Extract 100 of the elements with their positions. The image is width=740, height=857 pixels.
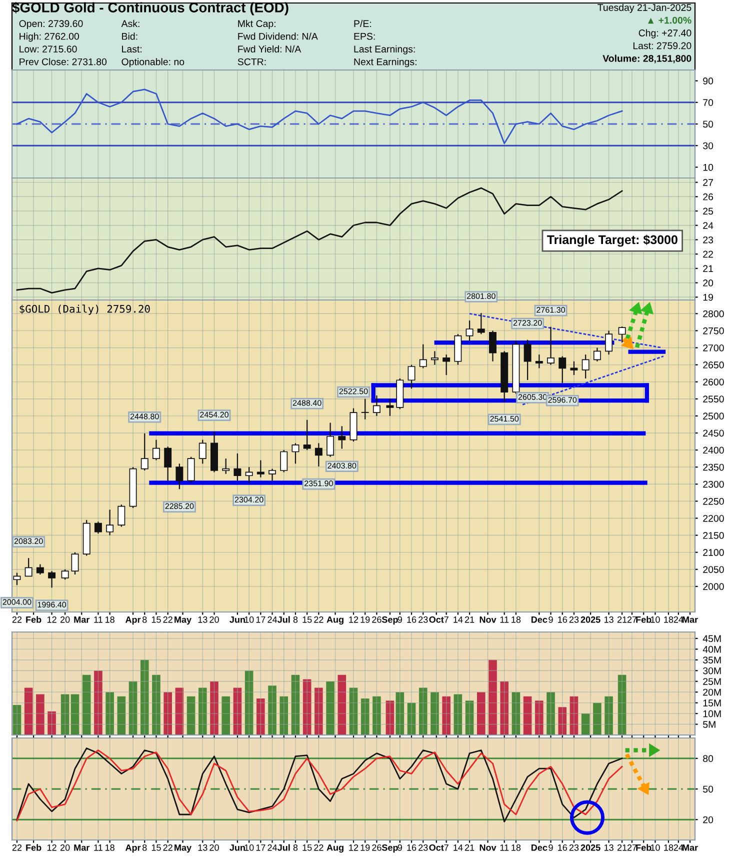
x-tick-label: 23 xyxy=(418,616,428,623)
x-tick-label: Feb xyxy=(636,616,652,623)
bar xyxy=(128,681,138,735)
bar xyxy=(210,681,218,735)
x-tick-label: Sep xyxy=(382,616,398,625)
candlestick xyxy=(48,570,56,588)
x-tick-label: 18 xyxy=(105,844,114,851)
annotation: 2801.80 xyxy=(466,293,496,299)
x-tick-label: Aug xyxy=(326,844,344,853)
bar xyxy=(106,692,114,735)
x-tick-label: Dec xyxy=(531,844,548,851)
candlestick xyxy=(386,398,394,416)
candlestick xyxy=(234,452,242,482)
x-tick-label: 22 xyxy=(12,616,22,623)
x-tick-label: 22 xyxy=(163,616,172,623)
y-tick-label: 20 xyxy=(703,280,714,286)
text: EPS: xyxy=(354,32,375,40)
bar xyxy=(48,711,56,735)
y-tick-label: 50 xyxy=(703,120,714,128)
x-tick-label: 2025 xyxy=(580,844,600,851)
bar xyxy=(94,670,102,735)
bar xyxy=(581,714,590,735)
x-tick-label: 22 xyxy=(314,616,324,623)
x-tick-label: Dec xyxy=(531,616,548,623)
candlestick xyxy=(547,326,555,366)
x-tick-label: 9 xyxy=(398,616,402,623)
x-tick-label: Jun xyxy=(230,844,245,851)
text: Ask: xyxy=(121,20,140,28)
x-tick-label: 15 xyxy=(152,616,161,623)
bar xyxy=(222,696,230,735)
bar xyxy=(558,707,567,735)
x-tick-label: Mar xyxy=(682,844,698,851)
candlestick xyxy=(268,468,276,482)
candlestick xyxy=(430,350,438,366)
x-tick-label: 16 xyxy=(407,616,416,623)
y-tick-label: 2050 xyxy=(703,566,724,573)
text: Fwd Yield: N/A xyxy=(238,45,302,53)
x-tick-label: 9 xyxy=(548,616,553,623)
candlestick xyxy=(140,432,148,472)
y-tick-label: 2350 xyxy=(703,464,724,471)
y-tick-label: 23 xyxy=(703,236,714,244)
bar xyxy=(12,704,22,735)
bar xyxy=(386,700,394,735)
annotation: 2488.40 xyxy=(292,400,322,406)
y-tick-label: 2200 xyxy=(703,514,724,522)
x-tick-label: 14 xyxy=(454,616,463,623)
x-tick-label: 16 xyxy=(558,616,568,623)
x-tick-label: 18 xyxy=(512,616,521,623)
x-tick-label: 18 xyxy=(512,844,521,851)
candlestick xyxy=(558,356,566,384)
x-tick-label: 24 xyxy=(268,616,278,623)
bar xyxy=(523,696,532,735)
x-tick-label: 22 xyxy=(12,844,22,851)
bar xyxy=(338,674,346,735)
x-tick-label: 8 xyxy=(293,616,298,623)
text: High: 2762.00 xyxy=(20,32,79,42)
y-tick-label: 2600 xyxy=(703,378,724,386)
bar xyxy=(396,692,404,735)
candlestick xyxy=(198,439,206,464)
y-tick-label: 5M xyxy=(703,721,716,728)
candlestick xyxy=(222,458,230,474)
x-tick-label: 19 xyxy=(360,844,370,851)
bar xyxy=(291,674,300,735)
text: Chg: +27.40 xyxy=(638,29,692,38)
x-tick-label: 21 xyxy=(617,616,627,623)
x-tick-label: 18 xyxy=(664,616,674,623)
y-tick-label: 2800 xyxy=(703,310,724,318)
line-series xyxy=(16,88,623,144)
candlestick xyxy=(106,509,114,536)
x-tick-label: 13 xyxy=(604,844,614,851)
bar xyxy=(244,670,254,735)
text: P/E: xyxy=(354,20,371,28)
x-tick-label: Sep xyxy=(382,844,398,853)
text: Prev Close: 2731.80 xyxy=(20,58,107,66)
x-tick-label: Apr xyxy=(125,844,141,853)
x-tick-label: 10 xyxy=(244,844,254,851)
x-tick-label: 26 xyxy=(372,844,382,851)
y-tick-label: 2100 xyxy=(703,549,724,556)
bar xyxy=(36,694,44,735)
bar xyxy=(512,692,520,735)
y-tick-label: 22 xyxy=(703,250,713,258)
x-tick-label: Mar xyxy=(74,844,90,851)
candlestick xyxy=(36,564,44,576)
annotation: 2761.30 xyxy=(536,307,566,313)
y-tick-label: 2450 xyxy=(703,430,724,437)
x-tick-label: 21 xyxy=(464,616,474,623)
candlestick xyxy=(408,364,416,390)
x-tick-label: 17 xyxy=(256,844,266,851)
x-tick-label: 11 xyxy=(500,616,509,623)
x-tick-label: May xyxy=(174,616,192,625)
x-tick-label: 24 xyxy=(674,844,684,851)
y-tick-label: 2150 xyxy=(703,532,724,539)
annotation: 2605.30 xyxy=(518,394,547,400)
annotation: 2596.70 xyxy=(548,397,577,403)
x-tick-label: 15 xyxy=(302,616,312,623)
annotation: 2522.50 xyxy=(339,388,368,394)
candlestick xyxy=(292,442,300,464)
annotation: 2454.20 xyxy=(200,412,228,418)
bar xyxy=(70,694,80,735)
candlestick xyxy=(176,463,184,490)
